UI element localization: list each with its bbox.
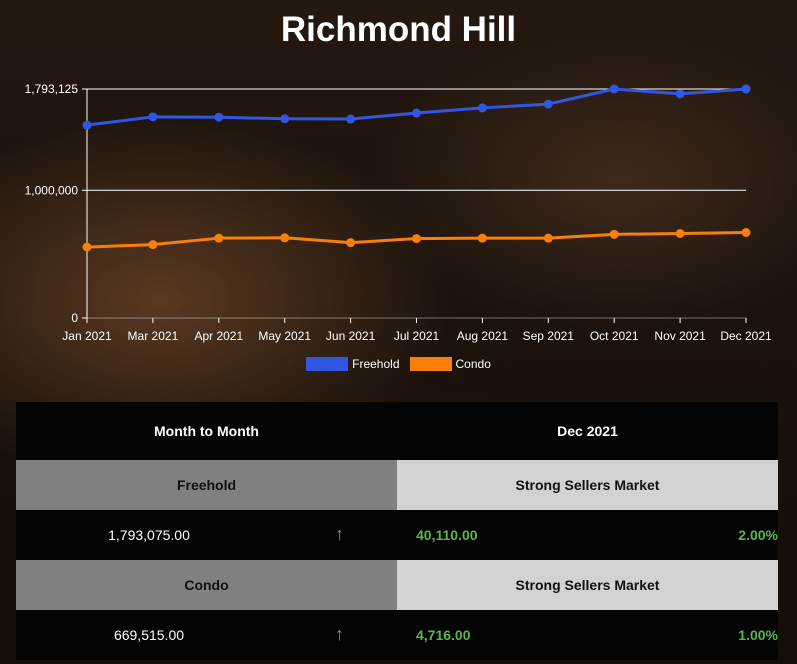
x-tick-label: Apr 2021 <box>194 329 243 343</box>
change-freehold: 40,110.00 <box>416 526 478 543</box>
category-label-freehold: Freehold <box>16 460 397 510</box>
data-point-freehold <box>477 103 487 113</box>
legend-item-freehold[interactable]: Freehold <box>306 357 400 371</box>
chart-title: Richmond Hill <box>280 10 517 49</box>
percent-freehold: 2.00% <box>738 526 778 543</box>
data-point-freehold <box>214 112 224 122</box>
data-point-freehold <box>412 108 421 118</box>
price-freehold: 1,793,075.00 <box>108 526 190 543</box>
data-point-freehold <box>82 120 92 130</box>
data-point-condo <box>148 240 158 250</box>
data-point-condo <box>741 227 751 237</box>
series-line-freehold <box>86 87 747 127</box>
x-tick-label: Oct 2021 <box>590 329 639 343</box>
market-summary-table: Month to Month Dec 2021 Freehold Strong … <box>16 402 778 660</box>
x-tick-label: Mar 2021 <box>128 329 179 343</box>
data-point-freehold <box>148 112 158 122</box>
data-point-condo <box>412 234 421 244</box>
data-point-freehold <box>609 84 619 94</box>
market-status-condo: Strong Sellers Market <box>397 560 778 610</box>
y-tick-label: 1,000,000 <box>25 183 79 197</box>
chart-legend: Freehold Condo <box>0 357 797 371</box>
category-label-condo: Condo <box>16 560 397 610</box>
data-point-condo <box>346 238 356 248</box>
value-row-freehold: 1,793,075.00 ↑ 40,110.00 2.00% <box>16 510 778 559</box>
data-point-freehold <box>741 84 751 94</box>
data-point-condo <box>609 229 619 239</box>
data-point-condo <box>477 233 487 243</box>
data-point-condo <box>543 233 553 243</box>
x-tick-label: Sep 2021 <box>523 329 575 343</box>
data-point-freehold <box>346 114 356 124</box>
table-header-row: Month to Month Dec 2021 <box>16 402 778 460</box>
x-tick-label: Jan 2021 <box>62 329 112 343</box>
x-tick-label: Jul 2021 <box>394 329 440 343</box>
header-month-to-month: Month to Month <box>154 423 259 439</box>
data-point-condo <box>675 228 685 238</box>
data-point-condo <box>280 233 290 243</box>
y-tick-label: 1,793,125 <box>25 82 79 96</box>
line-chart: 0 1,000,000 1,793,125 Jan 2021 Mar 2021 Apr 2… <box>25 82 772 343</box>
legend-swatch-condo <box>409 357 452 371</box>
data-point-freehold <box>675 89 685 99</box>
data-point-freehold <box>543 99 553 109</box>
legend-label-freehold: Freehold <box>352 357 400 371</box>
up-arrow-icon: ↑ <box>335 524 344 544</box>
x-tick-label: Dec 2021 <box>720 329 772 343</box>
change-condo: 4,716.00 <box>416 626 471 643</box>
category-row-freehold: Freehold Strong Sellers Market <box>16 460 778 510</box>
price-condo: 669,515.00 <box>113 626 185 643</box>
data-point-freehold <box>280 114 290 124</box>
x-tick-label: Aug 2021 <box>457 329 509 343</box>
value-row-condo: 669,515.00 ↑ 4,716.00 1.00% <box>16 610 778 659</box>
x-tick-label: May 2021 <box>258 329 311 343</box>
x-tick-label: Jun 2021 <box>326 329 376 343</box>
legend-item-condo[interactable]: Condo <box>409 357 491 371</box>
data-point-condo <box>214 233 224 243</box>
market-status-freehold: Strong Sellers Market <box>397 460 778 510</box>
legend-swatch-freehold <box>306 357 349 371</box>
y-tick-label: 0 <box>71 311 78 325</box>
x-tick-label: Nov 2021 <box>654 329 706 343</box>
header-month: Dec 2021 <box>557 423 618 439</box>
legend-label-condo: Condo <box>455 357 491 371</box>
up-arrow-icon: ↑ <box>335 624 344 644</box>
data-point-condo <box>82 242 92 252</box>
percent-condo: 1.00% <box>738 626 778 643</box>
category-row-condo: Condo Strong Sellers Market <box>16 560 778 610</box>
